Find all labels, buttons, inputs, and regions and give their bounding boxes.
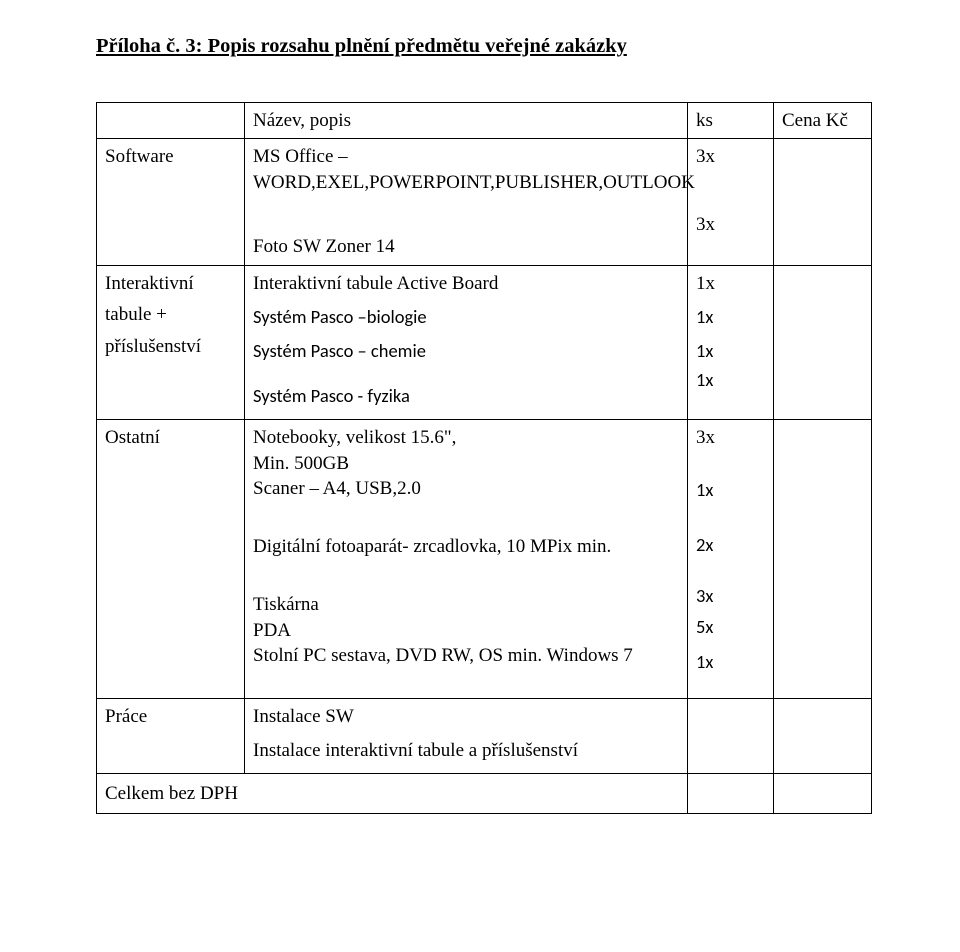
text-line: Tiskárna bbox=[253, 593, 679, 617]
qty-value: 2x bbox=[696, 533, 765, 556]
table-row: Software MS Office – WORD,EXEL,POWERPOIN… bbox=[97, 139, 872, 265]
text-line: MS Office – bbox=[253, 145, 679, 169]
row-ks-celkem bbox=[688, 773, 774, 814]
text-line: Scaner – A4, USB,2.0 bbox=[253, 477, 679, 501]
text-line: Min. 500GB bbox=[253, 452, 679, 476]
row-desc-ostatni: Notebooky, velikost 15.6", Min. 500GB Sc… bbox=[245, 419, 688, 698]
header-cell-blank bbox=[97, 102, 245, 139]
qty-value: 5x bbox=[696, 615, 765, 638]
table-row: Celkem bez DPH bbox=[97, 773, 872, 814]
qty-value: 1x bbox=[696, 305, 765, 328]
table-row: Interaktivní tabule + příslušenství Inte… bbox=[97, 265, 872, 419]
text-line: Systém Pasco - fyzika bbox=[253, 384, 679, 407]
spec-table: Název, popis ks Cena Kč Software MS Offi… bbox=[96, 102, 872, 815]
text-line: PDA bbox=[253, 619, 679, 643]
page: Příloha č. 3: Popis rozsahu plnění předm… bbox=[0, 0, 960, 952]
qty-value: 3x bbox=[696, 145, 765, 169]
row-label-prace: Práce bbox=[97, 699, 245, 774]
label-line: tabule + bbox=[105, 303, 236, 327]
document-title: Příloha č. 3: Popis rozsahu plnění předm… bbox=[96, 34, 872, 60]
table-row: Ostatní Notebooky, velikost 15.6", Min. … bbox=[97, 419, 872, 698]
text-line: Instalace interaktivní tabule a přísluše… bbox=[253, 739, 679, 763]
qty-value: 1x bbox=[696, 272, 765, 296]
text-line: Systém Pasco –biologie bbox=[253, 305, 679, 328]
row-cena-celkem bbox=[774, 773, 872, 814]
text-line: Digitální fotoaparát- zrcadlovka, 10 MPi… bbox=[253, 535, 679, 559]
row-cena-ostatni bbox=[774, 419, 872, 698]
header-cell-cena: Cena Kč bbox=[774, 102, 872, 139]
table-row: Práce Instalace SW Instalace interaktivn… bbox=[97, 699, 872, 774]
row-label-ostatni: Ostatní bbox=[97, 419, 245, 698]
qty-value: 1x bbox=[696, 368, 765, 391]
text-line: Foto SW Zoner 14 bbox=[253, 235, 679, 259]
row-cena-prace bbox=[774, 699, 872, 774]
label-line: Interaktivní bbox=[105, 272, 236, 296]
row-desc-interaktivni: Interaktivní tabule Active Board Systém … bbox=[245, 265, 688, 419]
text-line: Instalace SW bbox=[253, 705, 679, 729]
qty-value: 1x bbox=[696, 478, 765, 501]
text-line: WORD,EXEL,POWERPOINT,PUBLISHER,OUTLOOK bbox=[253, 171, 679, 195]
row-cena-software bbox=[774, 139, 872, 265]
row-ks-ostatni: 3x 1x 2x 3x 5x 1x bbox=[688, 419, 774, 698]
qty-value: 1x bbox=[696, 650, 765, 673]
label-line: příslušenství bbox=[105, 335, 236, 359]
row-ks-prace bbox=[688, 699, 774, 774]
text-line: Stolní PC sestava, DVD RW, OS min. Windo… bbox=[253, 644, 679, 668]
qty-value: 3x bbox=[696, 584, 765, 607]
text-line: Systém Pasco – chemie bbox=[253, 339, 679, 362]
text-line: Interaktivní tabule Active Board bbox=[253, 272, 679, 296]
qty-value: 1x bbox=[696, 339, 765, 362]
row-label-interaktivni: Interaktivní tabule + příslušenství bbox=[97, 265, 245, 419]
row-ks-interaktivni: 1x 1x 1x 1x bbox=[688, 265, 774, 419]
row-label-software: Software bbox=[97, 139, 245, 265]
header-cell-ks: ks bbox=[688, 102, 774, 139]
header-cell-nazev: Název, popis bbox=[245, 102, 688, 139]
row-ks-software: 3x 3x bbox=[688, 139, 774, 265]
text-line: Notebooky, velikost 15.6", bbox=[253, 426, 679, 450]
row-desc-software: MS Office – WORD,EXEL,POWERPOINT,PUBLISH… bbox=[245, 139, 688, 265]
qty-value: 3x bbox=[696, 426, 765, 450]
table-header-row: Název, popis ks Cena Kč bbox=[97, 102, 872, 139]
row-cena-interaktivni bbox=[774, 265, 872, 419]
qty-value: 3x bbox=[696, 213, 765, 237]
row-label-celkem: Celkem bez DPH bbox=[97, 773, 688, 814]
row-desc-prace: Instalace SW Instalace interaktivní tabu… bbox=[245, 699, 688, 774]
